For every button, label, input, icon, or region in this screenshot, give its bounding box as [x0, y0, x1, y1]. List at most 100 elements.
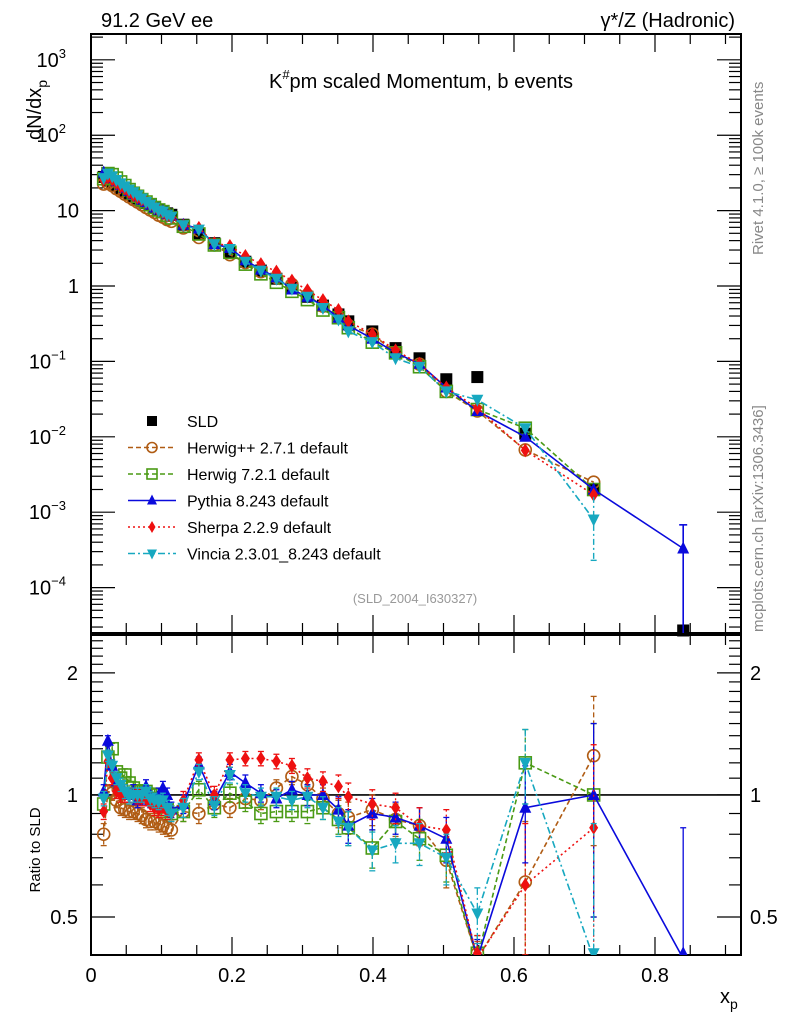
- main-ytick-base: 1: [68, 276, 79, 298]
- legend-label: Pythia 8.243 default: [187, 494, 329, 511]
- data-point: [302, 771, 312, 786]
- data-point: [240, 751, 250, 766]
- ratio-xtick-label: 0.8: [641, 965, 669, 987]
- data-point: [106, 760, 119, 773]
- chart-title-main: K: [269, 71, 283, 93]
- main-ytick-exp: 3: [59, 46, 66, 61]
- data-point: [413, 361, 426, 374]
- data-point: [316, 303, 329, 316]
- data-point: [156, 781, 169, 794]
- ratio-ytick-label-right: 1: [750, 785, 761, 807]
- legend-label: Herwig 7.2.1 default: [187, 467, 330, 484]
- ratio-xlabel-text: x: [720, 986, 730, 1008]
- side-label-mcplots: mcplots.cern.ch [arXiv:1306.3436]: [750, 405, 767, 632]
- data-point: [192, 224, 205, 237]
- data-point: [223, 243, 236, 256]
- data-point: [208, 800, 221, 813]
- main-ytick-label: 10−2: [29, 423, 66, 449]
- main-ylabel-text: dN/dx: [24, 88, 46, 140]
- data-point: [519, 800, 532, 813]
- legend: SLD Herwig++ 2.7.1 default Herwig 7.2.1 de…: [128, 414, 381, 564]
- ratio-xtick-label: 0.2: [218, 965, 246, 987]
- data-point: [143, 814, 158, 829]
- side-label-rivet: Rivet 4.1.0, ≥ 100k events: [750, 82, 767, 255]
- series-line: [102, 740, 683, 955]
- data-point: [101, 733, 114, 746]
- data-point: [97, 784, 110, 797]
- data-point: [520, 443, 530, 458]
- data-point: [389, 838, 402, 851]
- data-point: [471, 371, 484, 384]
- ratio-xtick-label: 0.4: [359, 965, 387, 987]
- main-ytick-label: 1: [68, 276, 79, 298]
- data-point: [271, 754, 281, 769]
- ratio-xtick-label: 0: [85, 965, 96, 987]
- main-ytick-exp: −4: [51, 574, 66, 589]
- legend-item: Herwig++ 2.7.1 default: [128, 441, 349, 458]
- data-point: [471, 908, 484, 921]
- data-point: [156, 795, 169, 808]
- chart-title-sup: #: [282, 67, 290, 82]
- data-point: [440, 386, 453, 399]
- data-point: [587, 787, 600, 800]
- data-point: [343, 314, 353, 329]
- legend-marker-icon: [146, 441, 158, 454]
- data-point: [587, 948, 600, 955]
- data-point: [96, 827, 111, 842]
- main-ytick-label: 10−1: [29, 347, 66, 373]
- data-point: [97, 793, 110, 806]
- ratio-xtick-label: 0.6: [500, 965, 528, 987]
- data-point: [101, 750, 114, 763]
- data-point: [519, 757, 532, 770]
- data-point: [366, 806, 379, 819]
- data-point: [441, 822, 451, 837]
- main-ytick-exp: −3: [51, 498, 66, 513]
- data-point: [472, 401, 482, 416]
- series-line: [102, 755, 595, 955]
- data-point: [254, 806, 268, 821]
- data-point: [285, 795, 298, 808]
- main-ytick-base: 10: [37, 50, 59, 72]
- ratio-series-sherpa-2-2-9-default: [99, 744, 599, 955]
- data-point: [177, 802, 190, 815]
- data-point: [440, 852, 453, 865]
- main-ylabel: dN/dxp: [24, 80, 50, 140]
- ratio-series-vincia-2-3-01-8-243-default: [97, 728, 600, 955]
- data-point: [391, 800, 401, 815]
- data-point: [389, 810, 402, 823]
- main-ytick-base: 10: [29, 351, 51, 373]
- main-series-sld: [97, 170, 690, 637]
- legend-item: Sherpa 2.2.9 default: [128, 520, 332, 537]
- main-frame: [90, 33, 742, 634]
- data-point: [287, 758, 297, 773]
- legend-item: Pythia 8.243 default: [128, 494, 329, 511]
- legend-label: Sherpa 2.2.9 default: [187, 520, 332, 537]
- legend-item: SLD: [147, 414, 218, 431]
- legend-label: SLD: [187, 414, 218, 431]
- data-point: [301, 791, 314, 804]
- main-ytick-exp: −2: [51, 423, 66, 438]
- legend-marker-icon: [147, 549, 157, 560]
- data-point: [208, 239, 221, 252]
- legend-marker-icon: [147, 494, 157, 505]
- data-point: [413, 838, 426, 851]
- ratio-ylabel: Ratio to SLD: [27, 807, 44, 892]
- data-point: [209, 787, 219, 802]
- analysis-watermark: (SLD_2004_I630327): [353, 591, 477, 606]
- data-point: [270, 273, 283, 286]
- data-point: [239, 788, 252, 801]
- data-point: [99, 804, 109, 819]
- data-point: [114, 779, 127, 792]
- legend-marker-icon: [147, 416, 157, 426]
- main-ytick-label: 103: [37, 46, 66, 72]
- main-ytick-label: 102: [37, 121, 66, 147]
- data-point: [342, 326, 355, 339]
- data-point: [239, 256, 252, 269]
- data-point: [678, 946, 688, 955]
- main-ytick-base: 10: [29, 502, 51, 524]
- legend-item: Herwig 7.2.1 default: [128, 467, 330, 484]
- legend-marker-icon: [148, 521, 156, 533]
- legend-item: Vincia 2.3.01_8.243 default: [128, 547, 381, 564]
- ratio-ytick-label-right: 0.5: [750, 907, 778, 929]
